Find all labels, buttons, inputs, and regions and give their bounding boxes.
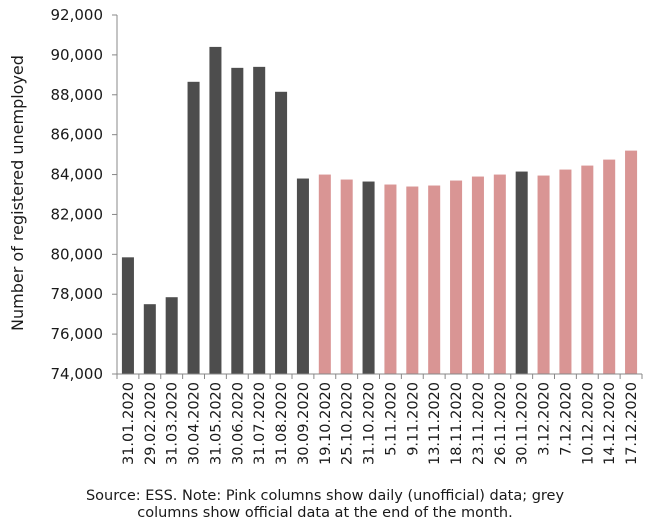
- bar-11: [340, 179, 353, 374]
- bar-3: [165, 297, 178, 374]
- x-tick-label: 30.09.2020: [296, 382, 312, 465]
- bar-18: [493, 174, 506, 374]
- bar-17: [471, 176, 484, 374]
- y-tick-label: 78,000: [51, 285, 104, 303]
- y-tick-label: 76,000: [51, 325, 104, 343]
- bar-chart: 74,000 76,000 78,000 80,000 82,000 84,000 86,0…: [8, 6, 643, 465]
- bar-10: [318, 174, 331, 374]
- bar-8: [275, 91, 288, 374]
- x-tick-label: 18.11.2020: [449, 382, 465, 465]
- x-tick-label: 31.08.2020: [274, 382, 290, 465]
- x-tick-label: 30.11.2020: [515, 382, 531, 465]
- bar-4: [187, 81, 200, 374]
- bar-20: [537, 175, 550, 374]
- x-tick-label: 9.11.2020: [405, 382, 421, 456]
- caption-line-2: columns show official data at the end of…: [137, 505, 513, 521]
- bar-15: [428, 185, 441, 374]
- x-tick-label: 17.12.2020: [624, 382, 640, 465]
- x-tick-label: 30.04.2020: [187, 382, 203, 465]
- bar-5: [209, 46, 222, 374]
- y-tick-label: 82,000: [51, 205, 104, 223]
- y-tick-label: 86,000: [51, 126, 104, 144]
- x-tick-label: 10.12.2020: [580, 382, 596, 465]
- bar-22: [581, 165, 594, 374]
- bar-19: [515, 171, 528, 374]
- bar-2: [143, 304, 156, 374]
- bars: [121, 46, 638, 375]
- bar-13: [384, 184, 397, 374]
- x-tick-label: 13.11.2020: [427, 382, 443, 465]
- x-tick-label: 26.11.2020: [493, 382, 509, 465]
- y-tick-label: 80,000: [51, 245, 104, 263]
- x-axis: 31.01.2020 29.02.2020 31.03.2020 30.04.2020…: [116, 373, 643, 465]
- caption-line-1: Source: ESS. Note: Pink columns show dai…: [85, 488, 565, 504]
- x-tick-label: 29.02.2020: [143, 382, 159, 465]
- x-tick-label: 23.11.2020: [471, 382, 487, 465]
- y-axis-label: Number of registered unemployed: [8, 55, 27, 331]
- bar-6: [231, 67, 244, 374]
- x-tick-label: 31.01.2020: [121, 382, 137, 465]
- x-tick-label: 25.10.2020: [340, 382, 356, 465]
- x-tick-label: 31.10.2020: [362, 382, 378, 465]
- x-tick-label: 19.10.2020: [318, 382, 334, 465]
- bar-14: [406, 186, 419, 374]
- y-tick-label: 74,000: [51, 365, 104, 383]
- y-axis: 74,000 76,000 78,000 80,000 82,000 84,000 86,0…: [51, 6, 118, 383]
- x-tick-label: 31.07.2020: [252, 382, 268, 465]
- x-tick-label: 3.12.2020: [537, 382, 553, 456]
- y-tick-label: 88,000: [51, 86, 104, 104]
- bar-1: [121, 257, 134, 374]
- chart-caption: Source: ESS. Note: Pink columns show dai…: [0, 488, 650, 522]
- bar-24: [625, 150, 638, 374]
- y-tick-label: 84,000: [51, 166, 104, 184]
- x-tick-label: 5.11.2020: [383, 382, 399, 456]
- bar-12: [362, 181, 375, 374]
- bar-7: [253, 66, 266, 375]
- x-tick-label: 31.03.2020: [165, 382, 181, 465]
- y-tick-label: 90,000: [51, 46, 104, 64]
- bar-21: [559, 169, 572, 374]
- y-tick-label: 92,000: [51, 6, 104, 24]
- x-tick-label: 31.05.2020: [208, 382, 224, 465]
- x-tick-label: 14.12.2020: [602, 382, 618, 465]
- bar-16: [450, 180, 463, 374]
- x-tick-label: 7.12.2020: [558, 382, 574, 456]
- bar-9: [296, 178, 309, 374]
- x-tick-label: 30.06.2020: [230, 382, 246, 465]
- bar-23: [603, 159, 616, 374]
